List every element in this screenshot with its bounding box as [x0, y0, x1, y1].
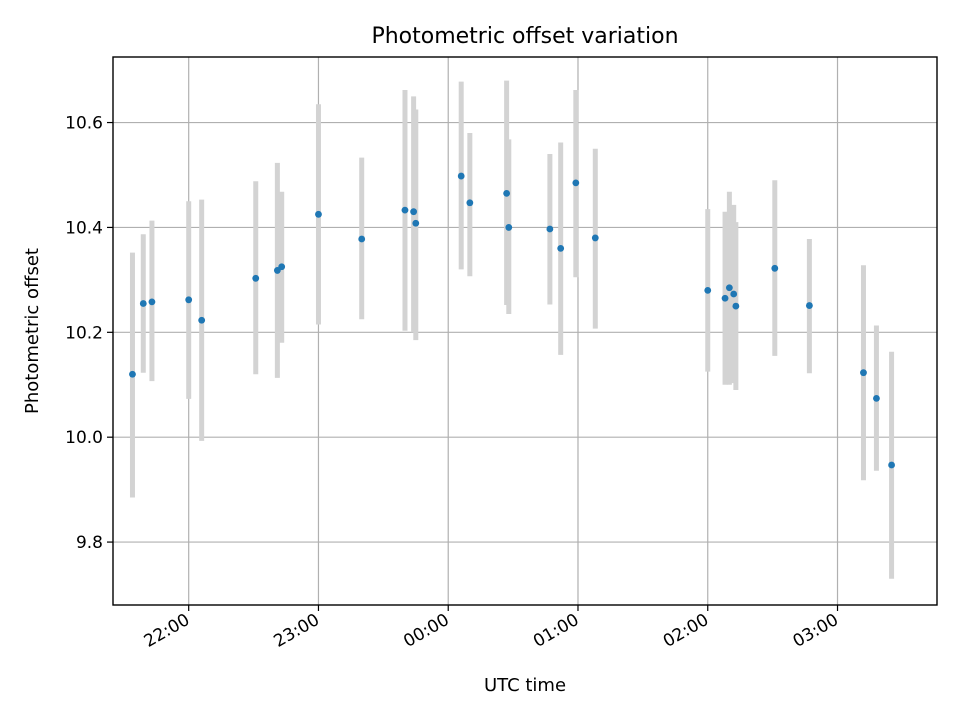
data-point [732, 302, 740, 310]
y-tick-label: 10.4 [65, 218, 103, 238]
x-tick-label: 01:00 [530, 610, 582, 652]
data-point [278, 263, 286, 271]
x-axis-label: UTC time [484, 675, 566, 696]
data-point [466, 199, 474, 207]
data-point [410, 208, 418, 216]
data-point [412, 219, 420, 227]
y-tick-label: 10.0 [65, 428, 103, 448]
y-tick-label: 9.8 [76, 533, 103, 553]
plot-frame [112, 56, 938, 606]
y-tick-label: 10.2 [65, 323, 103, 343]
data-point [572, 179, 580, 187]
x-tick-label: 02:00 [660, 610, 712, 652]
errorbars [129, 80, 895, 579]
data-point [771, 264, 779, 272]
data-point [503, 189, 511, 197]
y-tick-label: 10.6 [65, 114, 103, 134]
data-point [730, 290, 738, 298]
chart-title: Photometric offset variation [371, 24, 678, 49]
data-point [725, 284, 733, 292]
data-point [129, 370, 136, 378]
data-point [139, 300, 147, 307]
data-point [505, 224, 513, 231]
data-point [704, 286, 712, 294]
data-point [805, 302, 813, 309]
x-tick-label: 23:00 [271, 610, 323, 652]
data-point [185, 296, 193, 304]
y-axis-label: Photometric offset [22, 248, 43, 414]
data-point [198, 316, 206, 324]
data-points [129, 172, 895, 469]
data-point [860, 369, 867, 377]
grid [113, 57, 937, 605]
data-point [401, 206, 409, 214]
data-point [546, 225, 554, 233]
x-tick-label: 00:00 [400, 610, 452, 652]
data-point [721, 294, 729, 302]
x-axis-ticks: 22:00 23:00 00:00 01:00 02:00 03:00 [141, 605, 842, 652]
data-point [315, 210, 322, 218]
data-point [148, 298, 156, 306]
x-tick-label: 22:00 [141, 610, 193, 652]
x-tick-label: 03:00 [790, 610, 842, 652]
data-point [873, 394, 880, 402]
data-point [457, 172, 465, 180]
y-axis-ticks: 9.8 10.0 10.2 10.4 10.6 [65, 114, 113, 553]
data-point [252, 274, 260, 282]
data-point [591, 234, 599, 242]
data-point [358, 235, 366, 243]
data-point [557, 245, 565, 252]
data-point [888, 461, 895, 469]
